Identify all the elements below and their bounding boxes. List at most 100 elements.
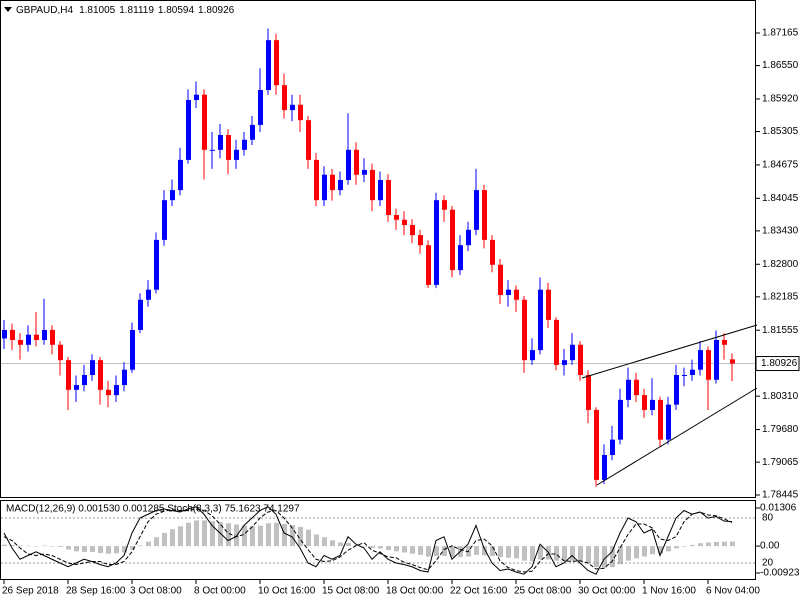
macd-bar — [330, 540, 335, 547]
macd-bar — [442, 546, 447, 556]
candle-body — [170, 190, 175, 201]
candle-body — [610, 439, 615, 455]
macd-bar — [578, 546, 583, 562]
candle-body — [554, 319, 559, 365]
candle-body — [82, 374, 87, 386]
candle-body — [594, 409, 599, 480]
macd-bar — [298, 526, 303, 547]
candle-body — [530, 350, 535, 361]
y2-tick-label: 20 — [762, 558, 774, 569]
y-tick-label: 1.80310 — [762, 391, 799, 402]
macd-bar — [722, 541, 727, 547]
macd-bar — [154, 537, 159, 547]
y-tick-label: 0.01306 — [760, 503, 797, 514]
close-value: 1.80926 — [198, 5, 235, 16]
macd-bar — [642, 546, 647, 557]
candle-body — [482, 190, 487, 240]
candle-body — [706, 350, 711, 380]
macd-bar — [170, 529, 175, 547]
candle-body — [714, 340, 719, 380]
macd-bar — [82, 546, 87, 552]
candle-body — [578, 344, 583, 375]
current-price-box — [755, 356, 800, 372]
candle-body — [450, 209, 455, 271]
macd-bar — [650, 546, 655, 555]
macd-bar — [306, 529, 311, 547]
y-tick-label: 1.84675 — [762, 160, 799, 171]
macd-bar — [586, 546, 591, 564]
macd-bar — [378, 546, 383, 549]
candle-body — [434, 200, 439, 285]
candle-body — [690, 369, 695, 375]
candle-body — [674, 374, 679, 405]
candle-body — [98, 360, 103, 390]
candle-body — [210, 149, 215, 151]
stoch-line — [3, 508, 733, 573]
macd-bar — [362, 546, 367, 547]
candle-body — [522, 299, 527, 361]
candle-body — [10, 329, 15, 341]
y-tick-label: 1.82800 — [762, 259, 799, 270]
indicator-header: MACD(12,26,9) 0.001530 0.001285 Stoch(8,… — [6, 504, 300, 515]
candle-body — [266, 40, 271, 90]
candle-body — [602, 454, 607, 480]
y-tick-label: -0.009237 — [760, 568, 800, 579]
y-tick-label: 1.79680 — [762, 424, 799, 435]
candle-body — [370, 169, 375, 201]
y-tick-label: 1.81555 — [762, 325, 799, 336]
macd-bar — [706, 542, 711, 547]
macd-bar — [314, 534, 319, 547]
macd-bar — [570, 546, 575, 561]
candle-body — [402, 219, 407, 226]
y-tick-label: 1.85920 — [762, 94, 799, 105]
macd-bar — [386, 546, 391, 551]
macd-bar — [242, 525, 247, 547]
candle-body — [362, 169, 367, 175]
main-panel — [0, 0, 756, 498]
candle-body — [306, 120, 311, 160]
macd-bar — [674, 546, 679, 549]
x-tick-label: 10 Oct 16:00 — [258, 586, 316, 597]
macd-bar — [450, 546, 455, 558]
candle-body — [258, 89, 263, 125]
macd-bar — [266, 523, 271, 547]
macd-bar — [634, 546, 639, 559]
candle-body — [186, 100, 191, 160]
macd-bar — [498, 546, 503, 558]
chart-header: GBPAUD,H4 1.81005 1.81119 1.80594 1.80926 — [16, 5, 235, 16]
macd-bar — [394, 546, 399, 552]
macd-bar — [202, 520, 207, 547]
candle-body — [58, 344, 63, 361]
trend-line — [581, 324, 758, 379]
macd-bar — [562, 546, 567, 562]
y-tick-label: 1.83430 — [762, 226, 799, 237]
macd-bar — [122, 546, 127, 553]
candle-body — [138, 299, 143, 330]
macd-bar — [18, 545, 23, 547]
y-tick-label: 1.87165 — [762, 28, 799, 39]
macd-bar — [194, 520, 199, 547]
macd-bar — [26, 545, 31, 547]
candle-body — [386, 180, 391, 215]
macd-bar — [658, 546, 663, 554]
candle-body — [410, 225, 415, 236]
candle-body — [74, 385, 79, 390]
candle-body — [514, 289, 519, 300]
x-tick-label: 28 Sep 16:00 — [66, 586, 126, 597]
macd-bar — [682, 546, 687, 547]
macd-bar — [106, 546, 111, 554]
candle-body — [162, 200, 167, 240]
candle-body — [490, 239, 495, 265]
x-tick-label: 22 Oct 16:00 — [450, 586, 508, 597]
macd-bar — [186, 522, 191, 547]
candle-body — [322, 174, 327, 201]
macd-bar — [130, 546, 135, 550]
candle-body — [178, 159, 183, 191]
macd-bar — [10, 544, 15, 547]
candle-body — [154, 239, 159, 290]
x-tick-label: 26 Sep 2018 — [2, 586, 59, 597]
candle-body — [426, 245, 431, 285]
macd-bar — [346, 543, 351, 547]
candle-body — [114, 385, 119, 396]
macd-bar — [490, 546, 495, 556]
